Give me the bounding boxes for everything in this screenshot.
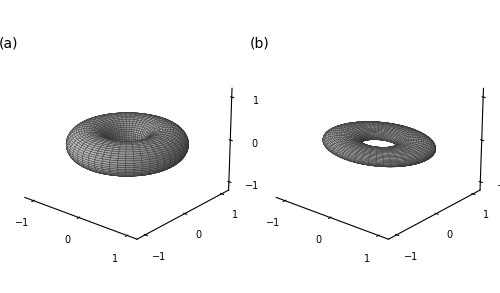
Text: (a): (a): [0, 37, 18, 51]
Text: (b): (b): [250, 37, 270, 51]
